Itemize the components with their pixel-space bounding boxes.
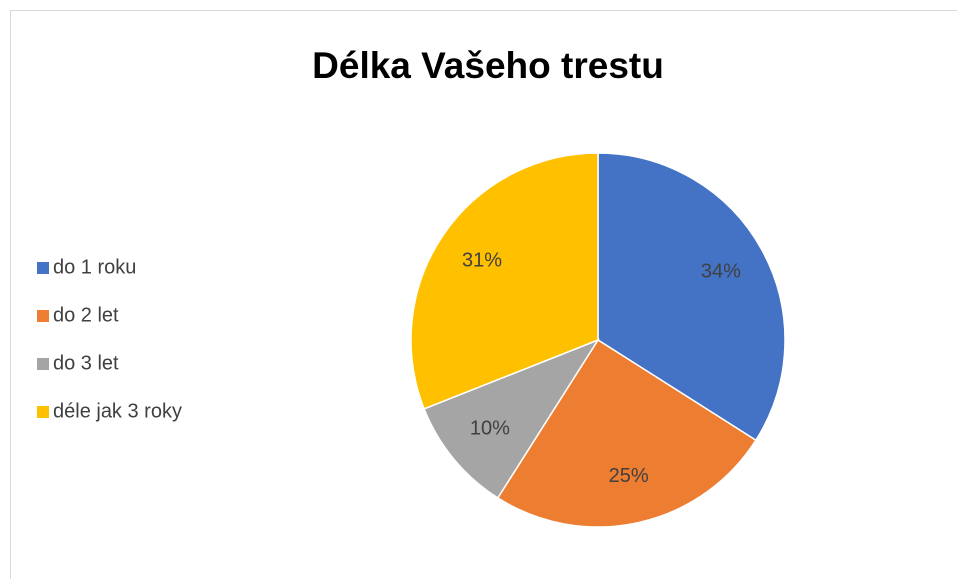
pie-slice <box>423 338 600 499</box>
legend-label: do 1 roku <box>53 256 136 278</box>
legend-swatch <box>37 358 49 370</box>
legend-swatch <box>37 262 49 274</box>
data-label: 31% <box>462 249 502 271</box>
legend-swatch <box>37 310 49 322</box>
chart-title: Délka Vašeho trestu <box>312 45 664 86</box>
legend-label: do 2 let <box>53 304 119 326</box>
pie-slice <box>597 152 786 442</box>
pie-slice <box>496 338 757 528</box>
legend-swatch <box>37 406 49 418</box>
data-label: 34% <box>701 261 741 283</box>
pie-slice <box>410 152 599 410</box>
data-label: 10% <box>470 418 510 440</box>
legend-label: déle jak 3 roky <box>53 400 182 422</box>
legend-label: do 3 let <box>53 352 119 374</box>
data-label: 25% <box>609 465 649 487</box>
